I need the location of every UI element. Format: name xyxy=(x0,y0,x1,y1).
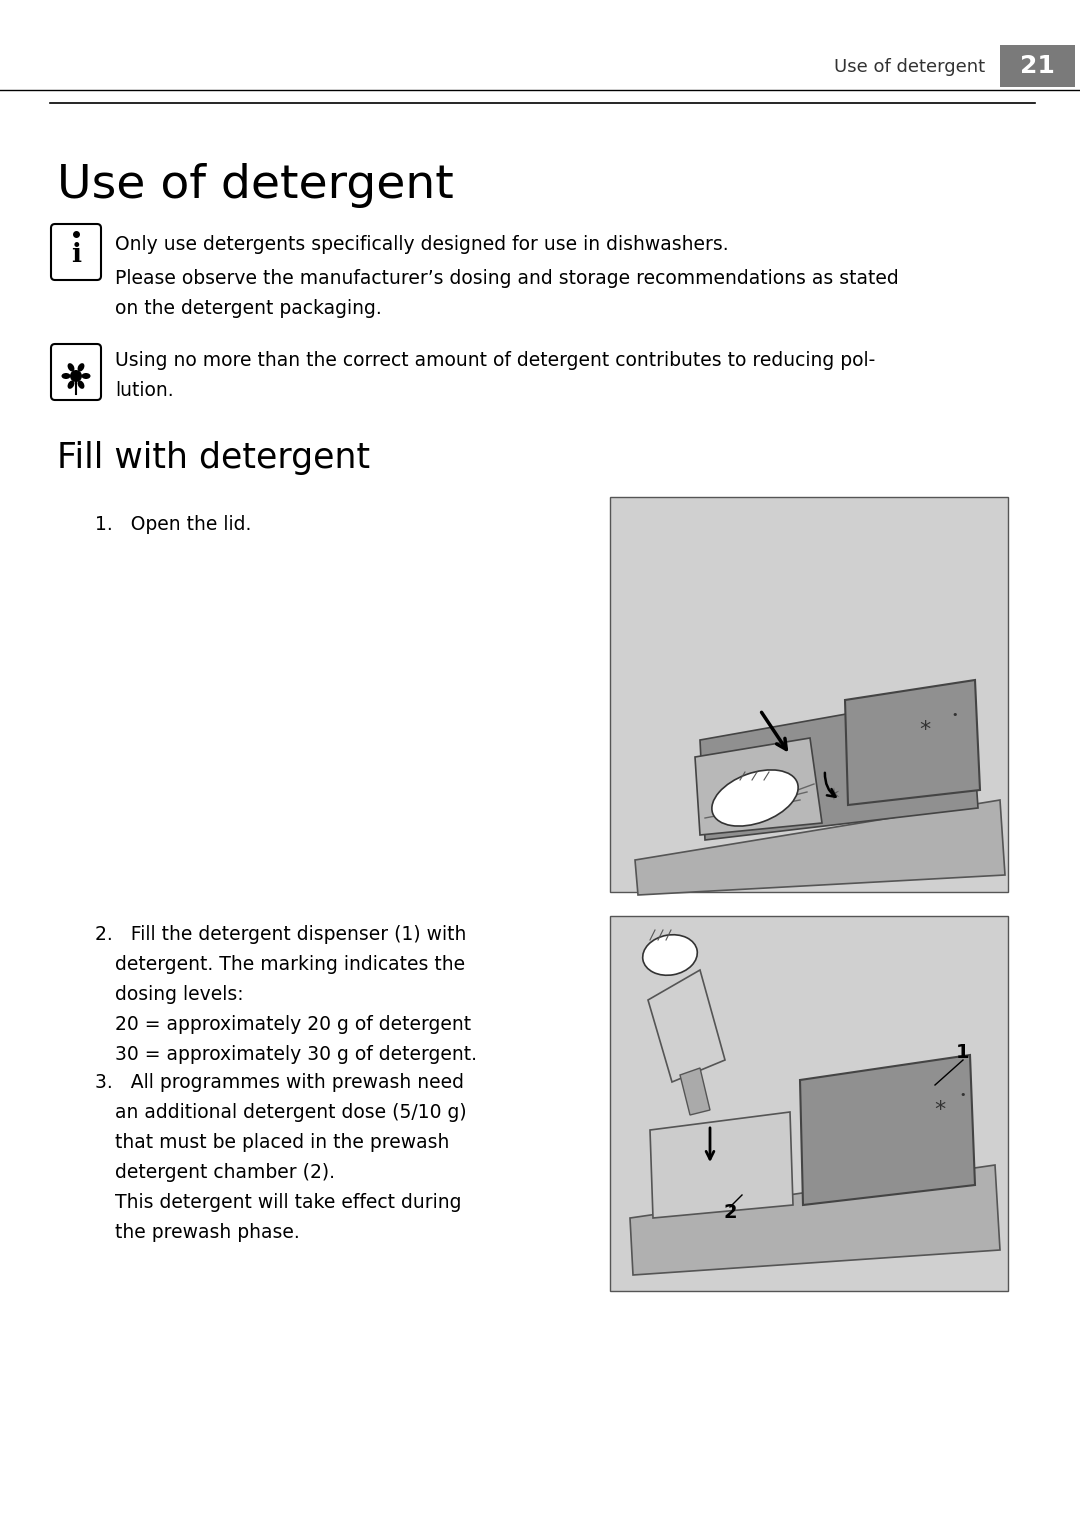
Text: 2: 2 xyxy=(724,1202,737,1222)
Ellipse shape xyxy=(712,771,798,826)
Text: that must be placed in the prewash: that must be placed in the prewash xyxy=(114,1133,449,1151)
Text: i: i xyxy=(71,242,81,266)
Text: ✶: ✶ xyxy=(826,786,840,804)
Text: 1: 1 xyxy=(956,1043,970,1061)
FancyBboxPatch shape xyxy=(51,344,102,401)
Text: 20 = approximately 20 g of detergent: 20 = approximately 20 g of detergent xyxy=(114,1015,471,1035)
Ellipse shape xyxy=(62,373,70,379)
FancyBboxPatch shape xyxy=(51,225,102,280)
Polygon shape xyxy=(700,693,978,839)
Ellipse shape xyxy=(81,373,91,379)
Text: *: * xyxy=(934,1099,946,1121)
Text: 1.   Open the lid.: 1. Open the lid. xyxy=(95,514,252,534)
Text: 30 = approximately 30 g of detergent.: 30 = approximately 30 g of detergent. xyxy=(114,1046,477,1064)
Text: Please observe the manufacturer’s dosing and storage recommendations as stated: Please observe the manufacturer’s dosing… xyxy=(114,269,899,287)
Bar xyxy=(1000,44,1075,87)
Text: 2.   Fill the detergent dispenser (1) with: 2. Fill the detergent dispenser (1) with xyxy=(95,925,467,945)
Ellipse shape xyxy=(68,381,75,388)
Text: on the detergent packaging.: on the detergent packaging. xyxy=(114,298,381,318)
Text: detergent chamber (2).: detergent chamber (2). xyxy=(114,1162,335,1182)
Text: This detergent will take effect during: This detergent will take effect during xyxy=(114,1193,461,1211)
Text: lution.: lution. xyxy=(114,381,174,399)
Polygon shape xyxy=(696,739,822,835)
Text: •: • xyxy=(951,709,958,720)
Ellipse shape xyxy=(643,934,698,976)
Ellipse shape xyxy=(78,364,84,372)
Polygon shape xyxy=(650,1112,793,1219)
Text: dosing levels:: dosing levels: xyxy=(114,986,244,1005)
Text: 3.   All programmes with prewash need: 3. All programmes with prewash need xyxy=(95,1072,464,1092)
Text: detergent. The marking indicates the: detergent. The marking indicates the xyxy=(114,956,465,974)
Polygon shape xyxy=(800,1055,975,1205)
Text: 21: 21 xyxy=(1020,54,1054,78)
Text: Use of detergent: Use of detergent xyxy=(834,58,985,76)
Ellipse shape xyxy=(68,364,75,372)
Polygon shape xyxy=(630,1165,1000,1275)
Text: Using no more than the correct amount of detergent contributes to reducing pol-: Using no more than the correct amount of… xyxy=(114,350,875,370)
Polygon shape xyxy=(648,969,725,1083)
Text: an additional detergent dose (5/10 g): an additional detergent dose (5/10 g) xyxy=(114,1102,467,1121)
Polygon shape xyxy=(680,1067,710,1115)
Bar xyxy=(610,497,1008,891)
Text: the prewash phase.: the prewash phase. xyxy=(114,1223,300,1242)
Text: Fill with detergent: Fill with detergent xyxy=(57,440,370,476)
Bar xyxy=(610,916,1008,1290)
Text: Only use detergents specifically designed for use in dishwashers.: Only use detergents specifically designe… xyxy=(114,235,729,254)
Circle shape xyxy=(70,370,82,382)
Polygon shape xyxy=(635,800,1005,894)
Text: *: * xyxy=(919,720,931,740)
Polygon shape xyxy=(845,680,980,804)
Ellipse shape xyxy=(78,381,84,388)
Text: •: • xyxy=(960,1090,967,1099)
Text: Use of detergent: Use of detergent xyxy=(57,162,454,208)
